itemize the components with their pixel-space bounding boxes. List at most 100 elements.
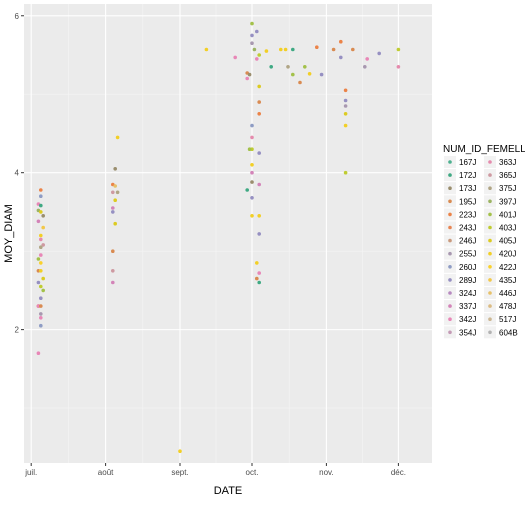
major-gridlines: [24, 4, 432, 463]
data-point: [233, 55, 237, 60]
data-point: [111, 269, 115, 273]
data-point: [39, 269, 43, 273]
legend-label: 517J: [499, 315, 516, 324]
x-tick-label: nov.: [319, 468, 334, 477]
data-point: [178, 449, 182, 454]
data-point: [291, 47, 295, 52]
legend-label: 243J: [459, 224, 476, 233]
data-point: [111, 249, 115, 253]
data-point: [39, 323, 43, 328]
data-point: [39, 284, 43, 289]
data-point: [343, 98, 348, 103]
y-tick-label: 4: [15, 169, 20, 178]
y-axis: 2 4 6: [15, 12, 24, 335]
data-point: [257, 182, 262, 187]
legend-swatch: [488, 160, 492, 164]
legend-label: 422J: [499, 263, 516, 272]
legend-swatch: [448, 278, 452, 282]
legend-swatch: [448, 265, 452, 269]
data-point: [339, 39, 343, 44]
legend-label: 223J: [459, 210, 476, 219]
x-tick-label: août: [98, 468, 114, 477]
legend-label: 435J: [499, 276, 516, 285]
data-point: [111, 280, 115, 285]
data-point: [111, 210, 115, 214]
legend-label: 354J: [459, 328, 476, 337]
data-point: [39, 304, 43, 308]
legend-label: 324J: [459, 289, 476, 298]
data-point: [39, 316, 43, 320]
data-point: [319, 72, 324, 77]
legend-swatch: [488, 173, 492, 177]
legend-swatch: [448, 317, 452, 322]
legend-swatch: [488, 212, 492, 217]
data-point: [36, 280, 41, 285]
data-point: [396, 65, 401, 69]
data-point: [286, 65, 290, 69]
data-point: [39, 237, 43, 242]
legend-label: 478J: [499, 302, 516, 311]
data-point: [113, 167, 117, 171]
data-point: [39, 233, 43, 238]
data-point: [250, 214, 254, 218]
data-point: [257, 84, 262, 89]
x-tick-label: juil.: [24, 468, 37, 477]
data-point: [257, 151, 262, 155]
data-point: [303, 65, 307, 69]
data-point: [343, 170, 348, 175]
data-point: [113, 184, 117, 188]
data-point: [257, 214, 262, 218]
legend-swatch: [448, 330, 452, 335]
data-point: [115, 135, 120, 140]
legend-label: 365J: [499, 171, 516, 180]
data-point: [39, 312, 43, 316]
data-point: [257, 100, 262, 104]
legend-swatch: [448, 173, 452, 177]
legend-label: 195J: [459, 197, 476, 206]
plot-panel: [24, 4, 432, 463]
legend-swatch: [448, 186, 452, 190]
legend-swatch: [448, 251, 452, 256]
legend-label: 405J: [499, 237, 516, 246]
legend-label: 173J: [459, 184, 476, 193]
legend-label: 420J: [499, 250, 516, 259]
data-point: [250, 163, 254, 167]
legend-swatch: [488, 238, 492, 243]
data-point: [41, 214, 45, 218]
legend-swatch: [488, 291, 492, 295]
data-point: [252, 47, 257, 52]
legend-swatch: [448, 225, 452, 230]
data-point: [41, 288, 45, 293]
y-axis-label: MOY_DIAM: [3, 204, 15, 263]
y-tick-label: 6: [15, 12, 20, 21]
x-axis-label: DATE: [214, 485, 243, 497]
data-point: [250, 41, 254, 45]
legend-swatch: [488, 186, 492, 190]
legend-label: 604B: [499, 328, 518, 337]
data-point: [250, 170, 254, 175]
legend-label: 342J: [459, 315, 476, 324]
data-point: [41, 276, 45, 281]
data-point: [307, 72, 312, 76]
data-point: [36, 257, 41, 261]
data-point: [250, 180, 254, 184]
legend-label: 246J: [459, 237, 476, 246]
data-point: [365, 57, 370, 61]
x-tick-label: déc.: [391, 468, 406, 477]
data-point: [39, 194, 43, 198]
legend-label: 289J: [459, 276, 476, 285]
legend-swatch: [448, 291, 452, 295]
data-point: [39, 261, 43, 265]
data-point: [291, 72, 295, 77]
data-point: [250, 33, 254, 38]
data-point: [279, 47, 283, 52]
data-point: [339, 55, 343, 60]
legend-swatch: [488, 265, 492, 269]
legend-swatch: [448, 199, 452, 204]
data-point: [257, 232, 262, 236]
legend-swatch: [448, 238, 452, 243]
data-point: [245, 188, 249, 192]
legend-label: 255J: [459, 250, 476, 259]
